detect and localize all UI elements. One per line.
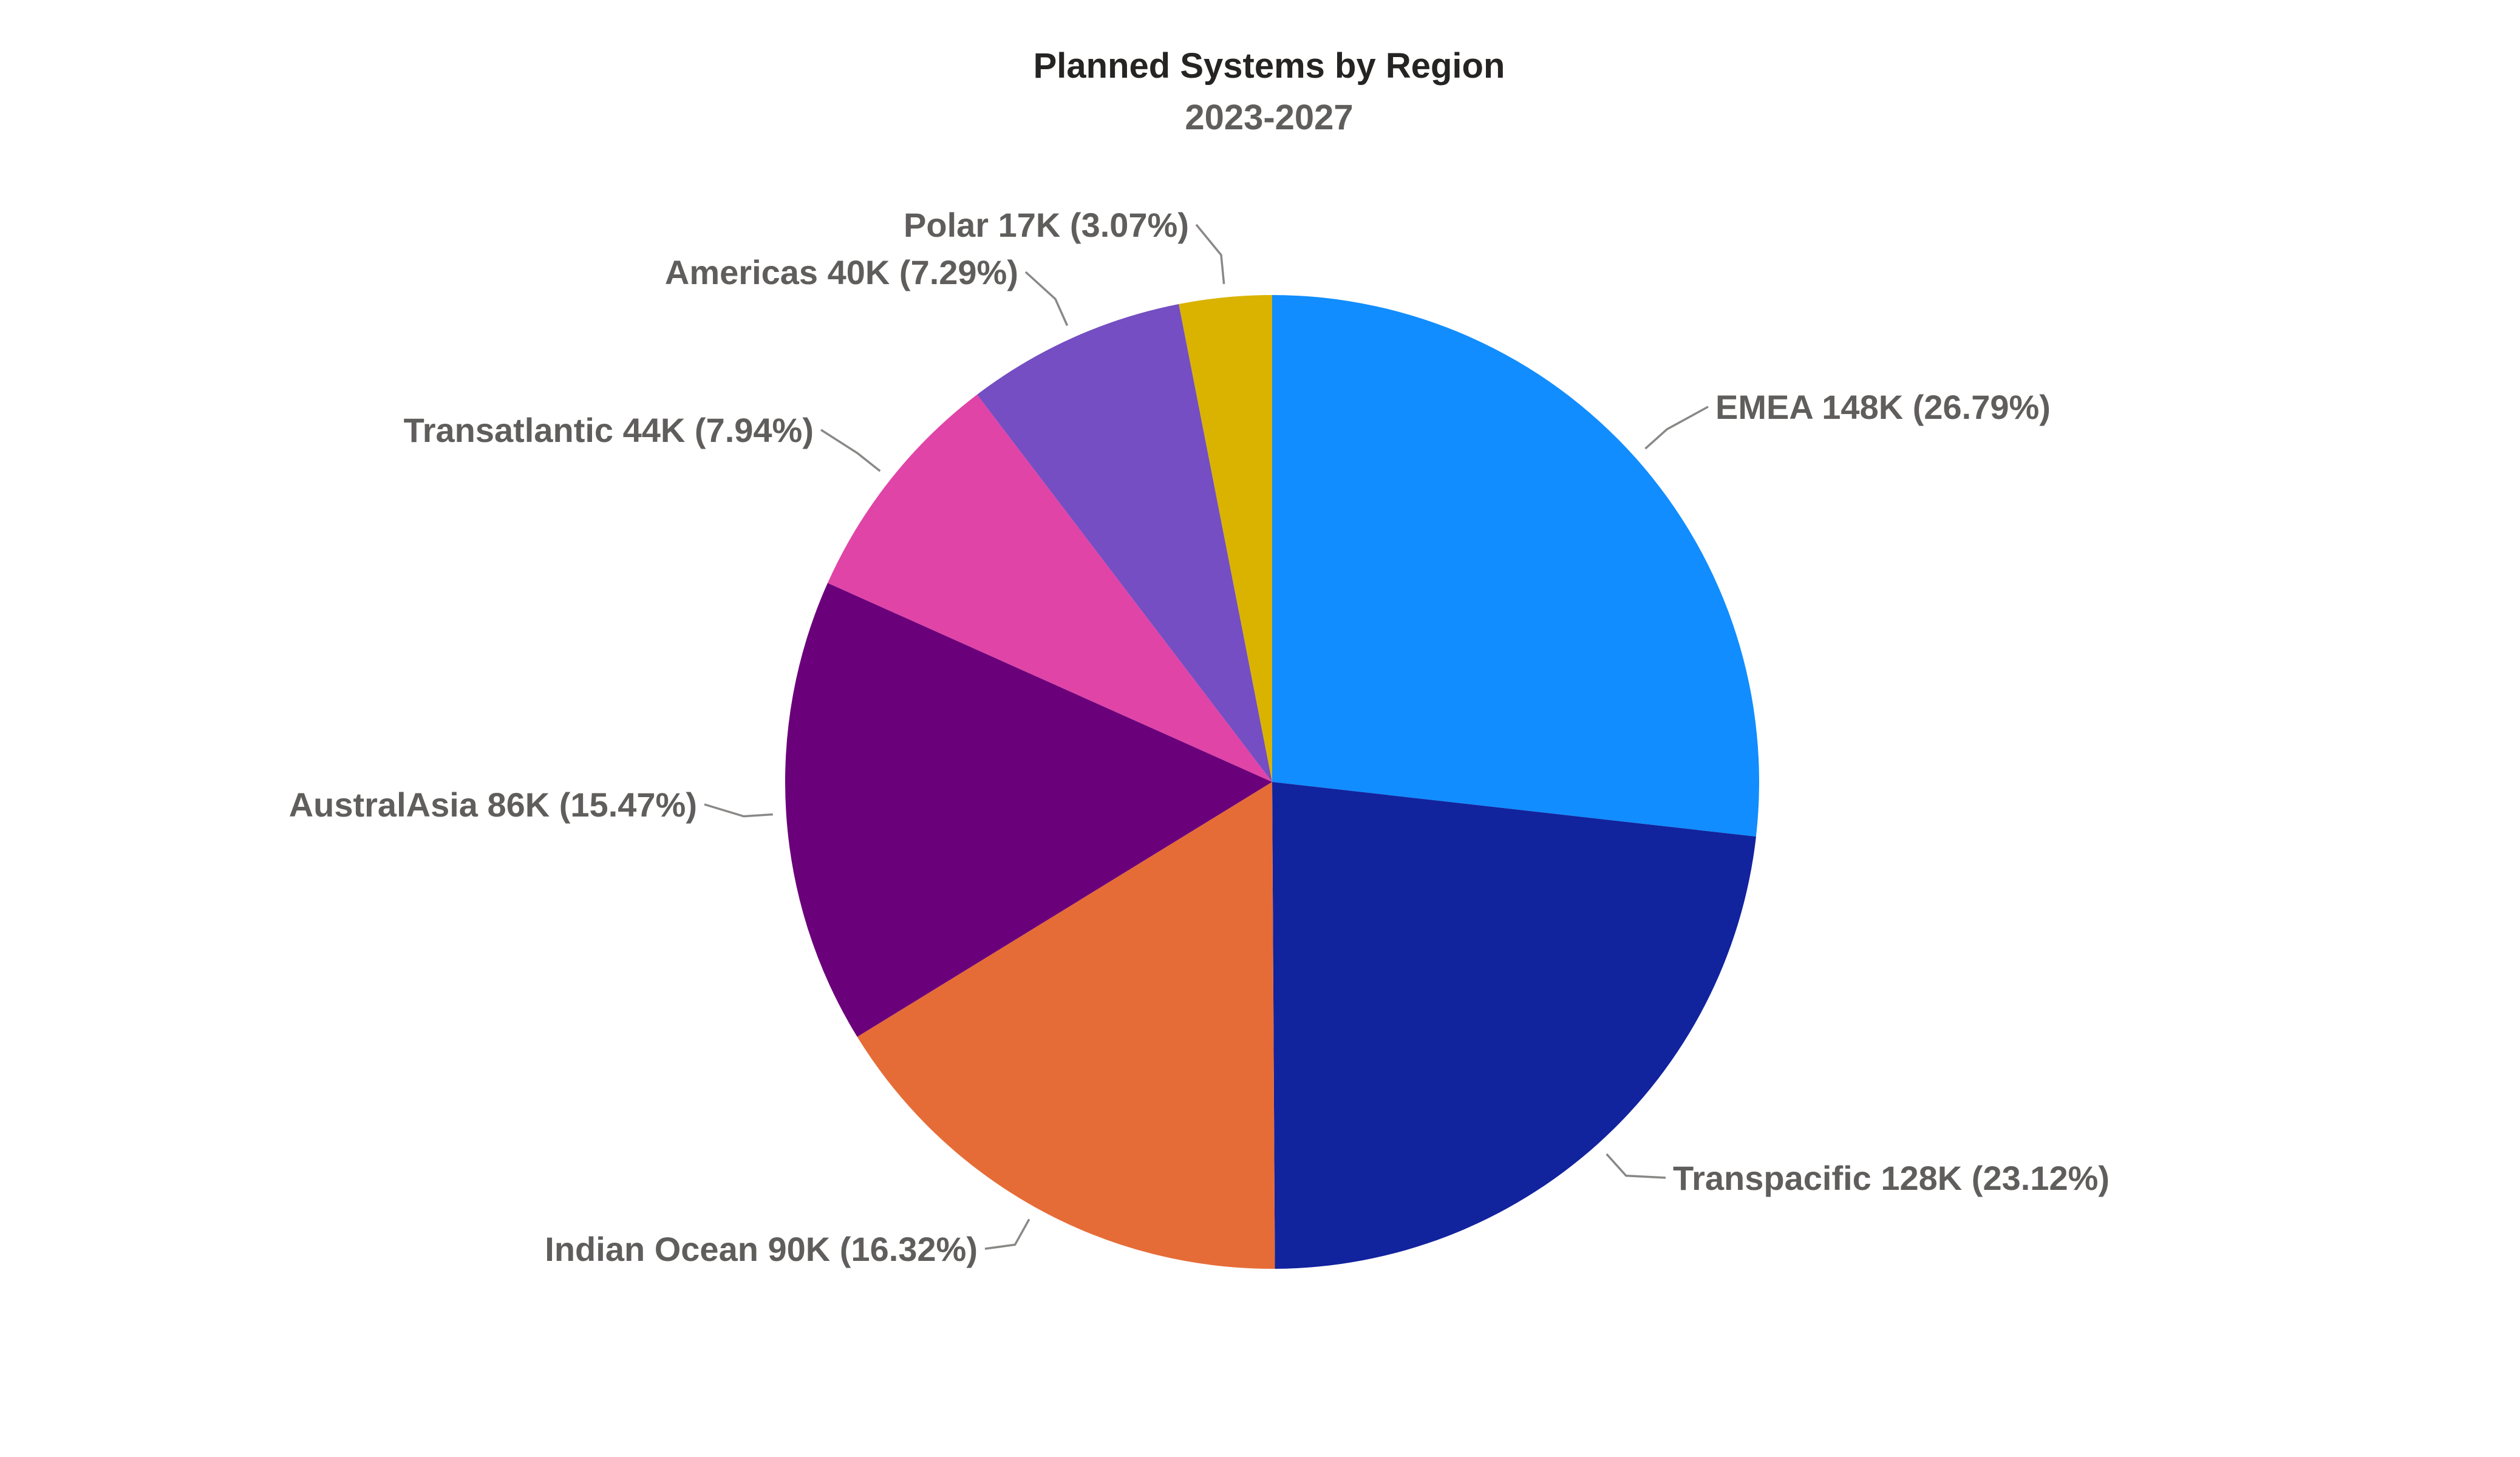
pie-slice-transpacific[interactable] [1272,782,1756,1269]
leader-line [1606,1153,1666,1179]
pie-slice-emea[interactable] [1272,295,1759,837]
chart-title: Planned Systems by Region [1034,46,1505,86]
slice-label: Transatlantic 44K (7.94%) [404,411,814,449]
slice-label: AustralAsia 86K (15.47%) [289,786,697,824]
slice-label: Americas 40K (7.29%) [665,253,1018,291]
leader-line [1195,223,1225,284]
leader-line [1024,271,1069,326]
pie-slice-indian-ocean[interactable] [857,782,1275,1269]
pie-slice-australasia[interactable] [785,583,1272,1037]
slice-labels: EMEA 148K (26.79%) Transpacific 128K (23.… [289,206,2110,1268]
slice-label: Polar 17K (3.07%) [904,206,1189,244]
pie-slice-transatlantic[interactable] [828,394,1272,782]
chart-subtitle: 2023-2027 [1185,98,1353,137]
leader-lines [704,223,1709,1250]
pie-slice-americas[interactable] [977,304,1272,782]
slice-label: Indian Ocean 90K (16.32%) [545,1230,978,1268]
leader-line [704,803,773,818]
leader-line [984,1218,1030,1250]
slice-label: EMEA 148K (26.79%) [1715,388,2051,426]
pie-slice-polar[interactable] [1179,295,1272,782]
leader-line [820,429,881,472]
pie-slices [785,295,1759,1269]
leader-line [1644,406,1709,450]
slice-label: Transpacific 128K (23.12%) [1673,1159,2110,1197]
